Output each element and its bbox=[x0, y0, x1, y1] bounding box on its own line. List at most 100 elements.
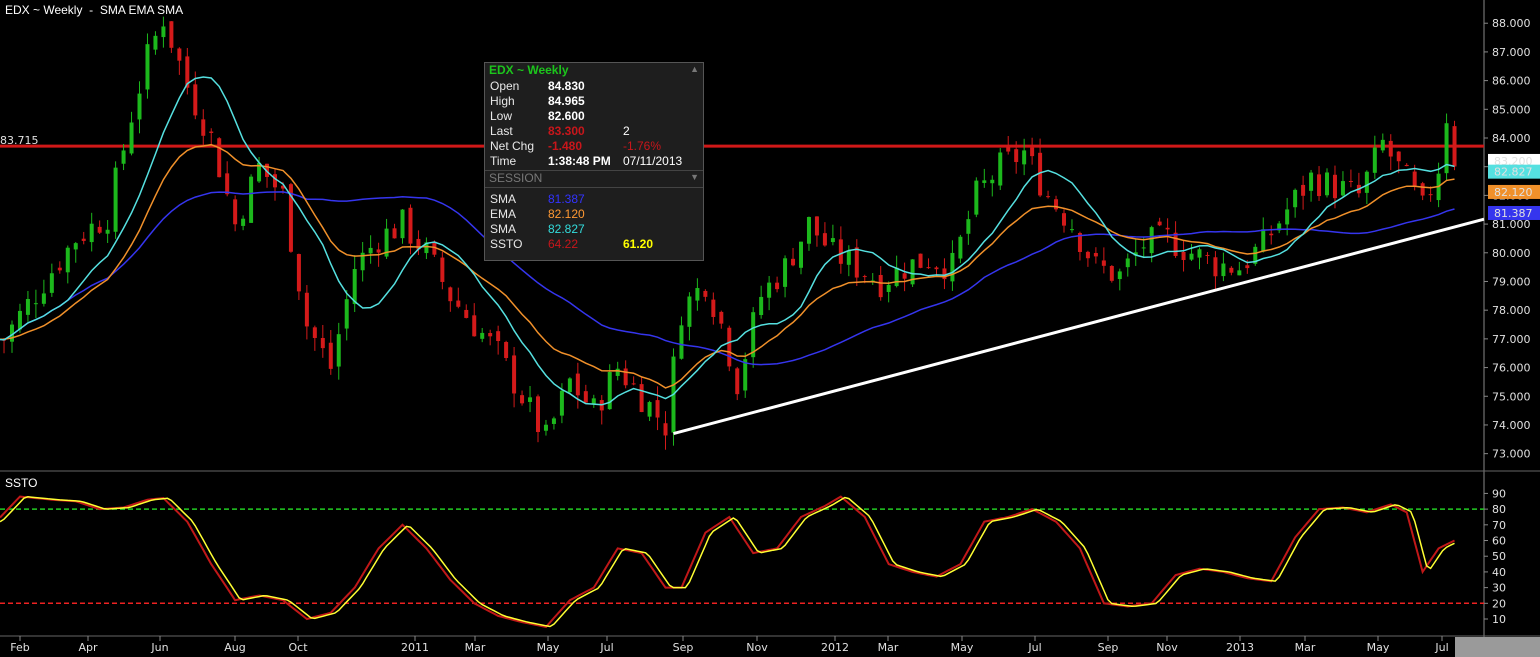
candle bbox=[735, 368, 740, 395]
candle bbox=[1006, 146, 1011, 152]
candle bbox=[528, 397, 533, 402]
resistance-line-group: 83.715 bbox=[0, 134, 1484, 148]
scroll-corner bbox=[1455, 637, 1540, 657]
candle bbox=[1054, 199, 1059, 210]
candle bbox=[265, 163, 270, 177]
session-section[interactable]: SESSION ▼ bbox=[485, 170, 703, 188]
candle bbox=[1101, 260, 1106, 266]
ssto-tick-label: 30 bbox=[1492, 582, 1506, 595]
candle bbox=[1396, 151, 1401, 162]
candle bbox=[918, 253, 923, 268]
data-value: 84.965 bbox=[548, 94, 585, 108]
candle bbox=[806, 216, 811, 244]
time-tick-label: May bbox=[951, 641, 974, 654]
time-tick-label: Jun bbox=[150, 641, 168, 654]
data-window-title: EDX ~ Weekly bbox=[489, 63, 569, 77]
candle bbox=[942, 268, 947, 280]
ssto-title: SSTO bbox=[5, 476, 38, 490]
candle bbox=[711, 299, 716, 317]
candle bbox=[352, 269, 357, 305]
candles bbox=[2, 16, 1457, 450]
candle bbox=[1388, 140, 1393, 157]
candle bbox=[1372, 147, 1377, 173]
price-marker-label: 81.387 bbox=[1494, 207, 1533, 220]
candle bbox=[878, 274, 883, 298]
candle bbox=[647, 402, 652, 417]
candle bbox=[623, 368, 628, 386]
ssto-tick-label: 50 bbox=[1492, 550, 1506, 563]
price-tick-label: 78.000 bbox=[1492, 304, 1531, 317]
data-key: High bbox=[490, 94, 515, 108]
data-value: 1:38:48 PM bbox=[548, 154, 611, 168]
collapse-up-icon[interactable]: ▲ bbox=[690, 64, 699, 74]
candle bbox=[1221, 263, 1226, 277]
candle bbox=[496, 331, 501, 342]
candle bbox=[814, 216, 819, 236]
candle bbox=[1117, 271, 1122, 280]
candle bbox=[41, 293, 46, 304]
candle bbox=[392, 228, 397, 239]
candle bbox=[1205, 254, 1210, 256]
candle bbox=[639, 384, 644, 413]
candle bbox=[1133, 252, 1138, 256]
candle bbox=[328, 342, 333, 369]
resistance-line-label: 83.715 bbox=[0, 134, 39, 147]
candle bbox=[1093, 253, 1098, 257]
data-row: Net Chg -1.480 -1.76% bbox=[485, 139, 703, 154]
candle bbox=[153, 35, 158, 50]
time-tick-label: Mar bbox=[1295, 641, 1316, 654]
price-marker-box bbox=[1488, 184, 1540, 199]
candle bbox=[1014, 149, 1019, 163]
candle bbox=[703, 290, 708, 297]
data-row: Open 84.830 bbox=[485, 79, 703, 94]
price-tick-label: 79.000 bbox=[1492, 275, 1531, 288]
study-key: SMA bbox=[490, 192, 517, 206]
candle bbox=[368, 247, 373, 254]
price-marker-box bbox=[1488, 205, 1540, 220]
candle bbox=[966, 219, 971, 234]
data-value-2: 07/11/2013 bbox=[623, 154, 683, 168]
candle bbox=[655, 400, 660, 418]
ssto-tick-label: 10 bbox=[1492, 613, 1506, 626]
candle bbox=[161, 26, 166, 38]
ssto-tick-label: 60 bbox=[1492, 535, 1506, 548]
study-key: SSTO bbox=[490, 237, 523, 251]
study-key: EMA bbox=[490, 207, 517, 221]
candle bbox=[854, 247, 859, 278]
time-tick-label: Aug bbox=[224, 641, 245, 654]
candle bbox=[1332, 174, 1337, 199]
candle bbox=[1062, 213, 1067, 226]
candle bbox=[312, 327, 317, 338]
data-window-header[interactable]: EDX ~ Weekly ▲ bbox=[485, 63, 703, 79]
study-value: 64.22 bbox=[548, 237, 579, 251]
candle bbox=[400, 209, 405, 239]
candle bbox=[49, 273, 54, 293]
candle bbox=[1317, 174, 1322, 197]
candle bbox=[296, 254, 301, 292]
price-tick-label: 87.000 bbox=[1492, 46, 1531, 59]
data-window[interactable]: EDX ~ Weekly ▲ Open 84.830 High 84.965 Low 82… bbox=[484, 62, 704, 261]
data-value: 82.600 bbox=[548, 109, 585, 123]
candle bbox=[89, 223, 94, 243]
candle bbox=[767, 282, 772, 298]
time-tick-label: May bbox=[537, 641, 560, 654]
candle bbox=[1141, 247, 1146, 249]
candle bbox=[591, 398, 596, 405]
candle bbox=[759, 296, 764, 316]
candle bbox=[304, 292, 309, 327]
expand-down-icon[interactable]: ▼ bbox=[690, 172, 699, 182]
symbol-title: EDX ~ Weekly bbox=[5, 3, 83, 17]
candle bbox=[249, 176, 254, 223]
candle bbox=[9, 324, 14, 342]
candle bbox=[1109, 266, 1114, 281]
candle bbox=[1420, 183, 1425, 196]
candle bbox=[719, 311, 724, 324]
study-row: SMA 82.827 bbox=[485, 222, 703, 237]
price-marker-label: 82.120 bbox=[1494, 186, 1533, 199]
candle bbox=[1085, 251, 1090, 259]
candle bbox=[97, 226, 102, 233]
candle bbox=[990, 179, 995, 184]
candle bbox=[998, 152, 1003, 186]
